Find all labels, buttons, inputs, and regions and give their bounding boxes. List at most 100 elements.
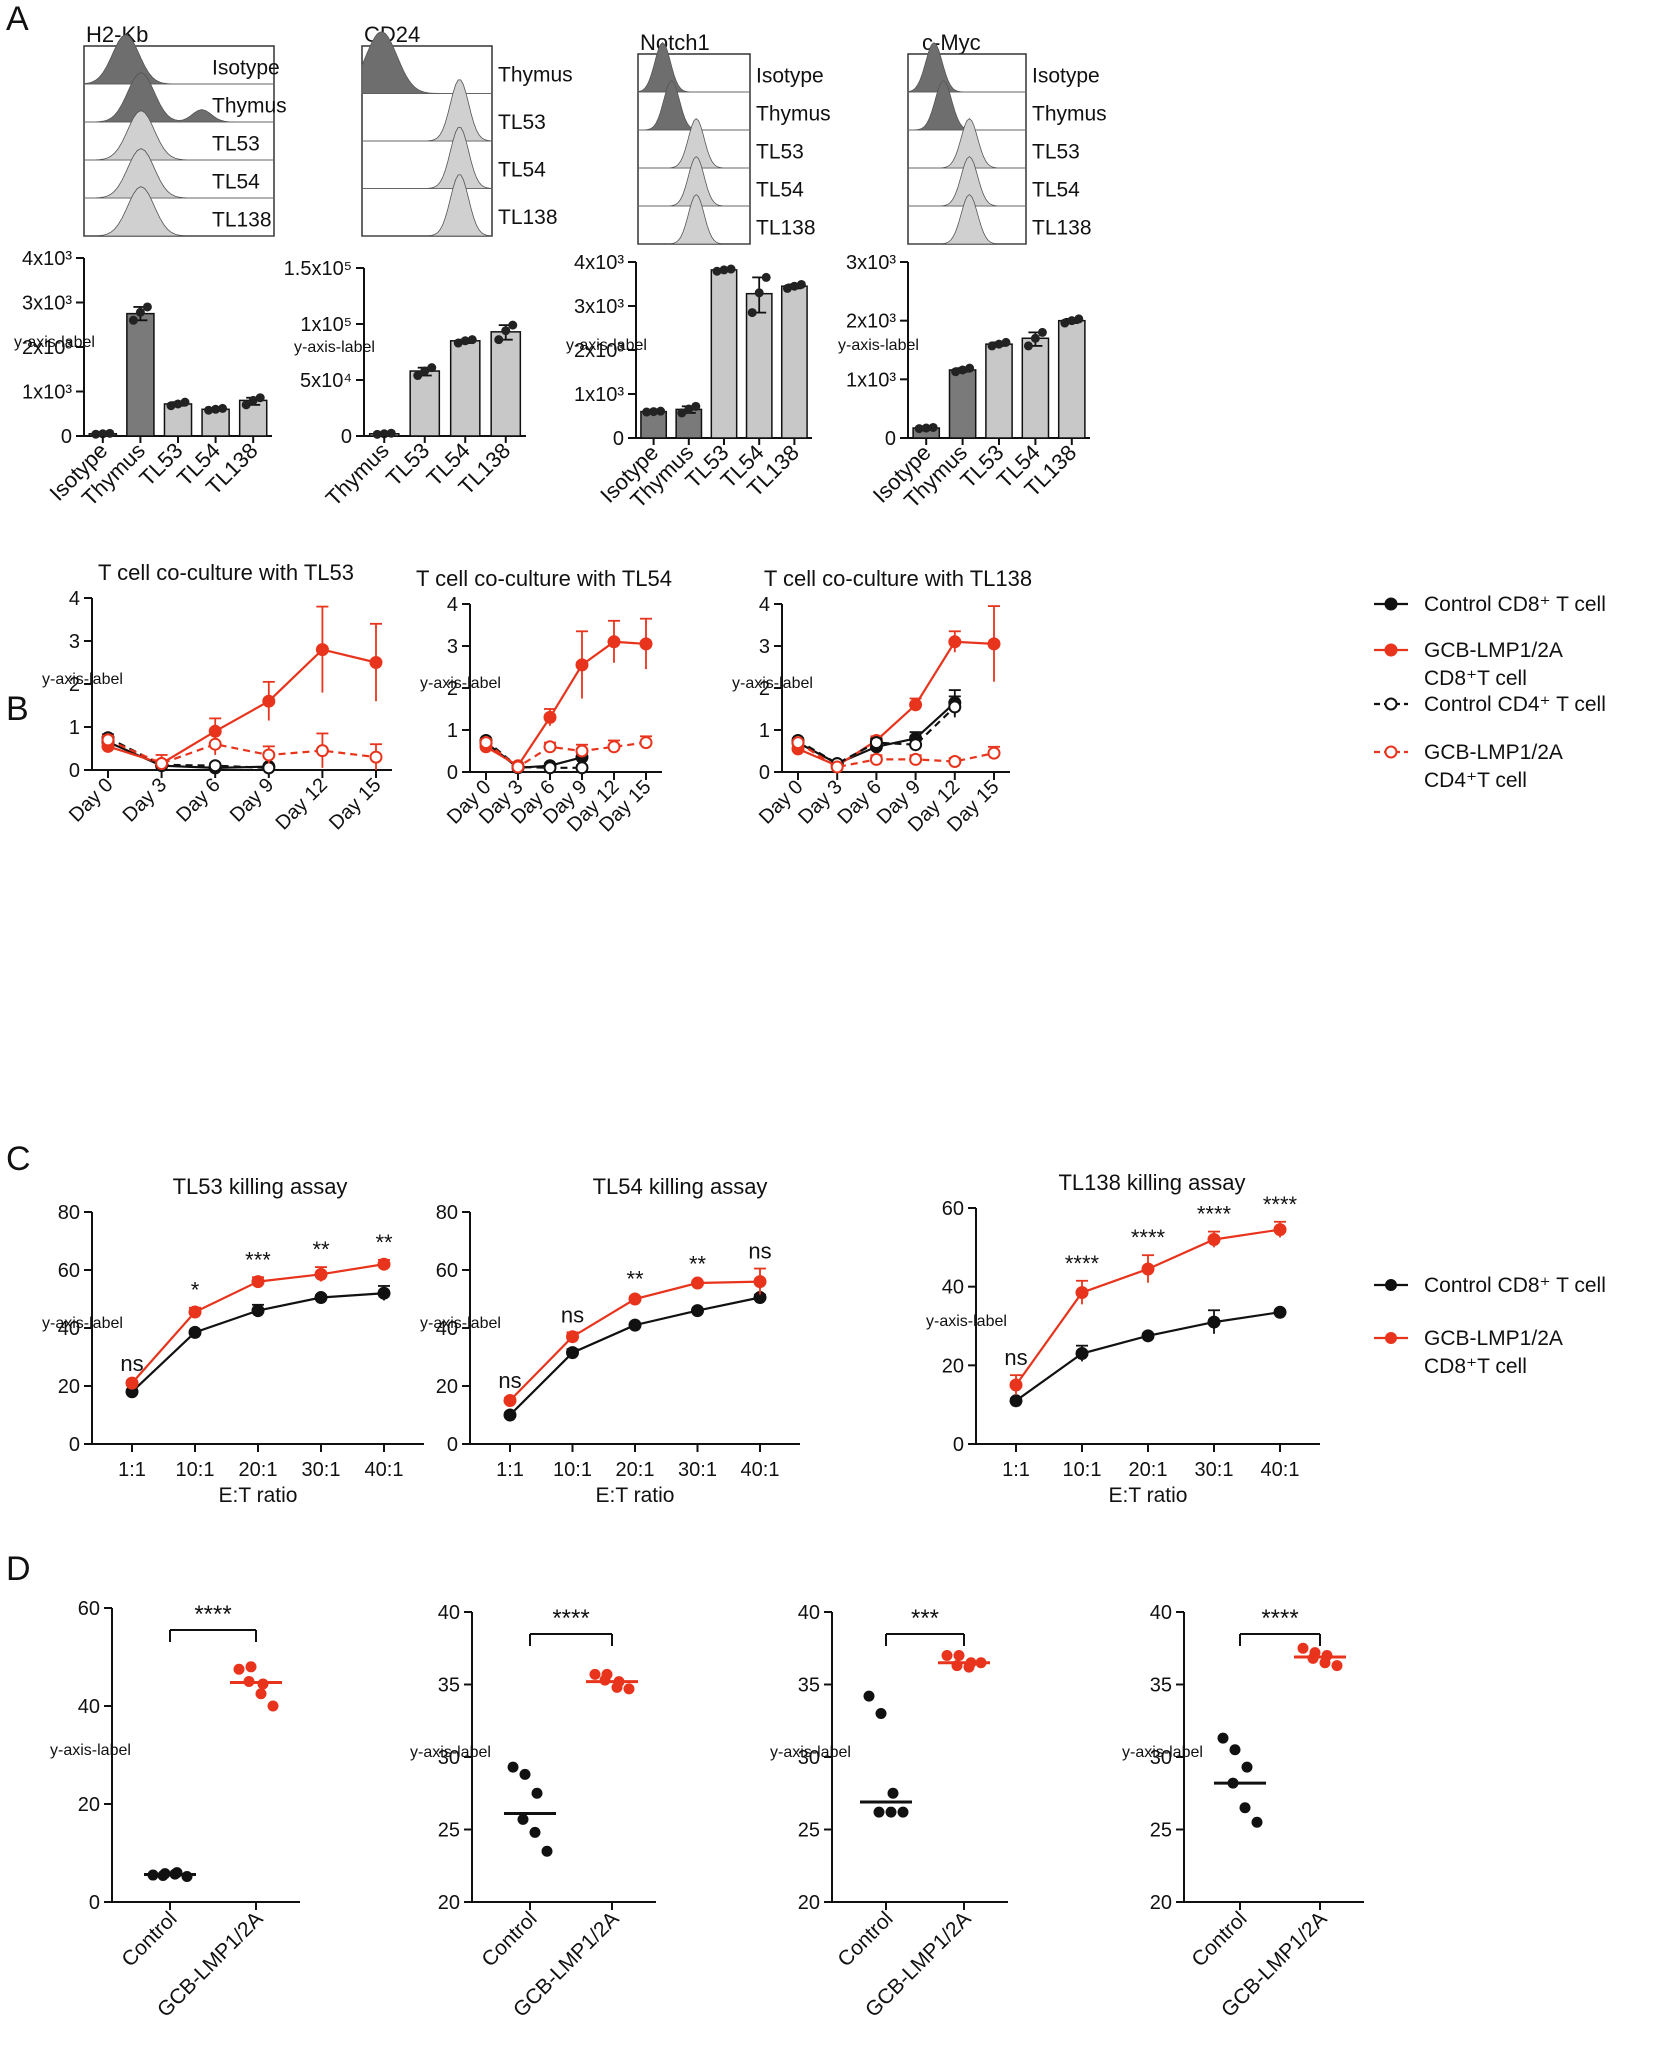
data-point <box>963 1661 975 1673</box>
data-point <box>379 429 389 439</box>
y-tick-label: 40 <box>942 1277 964 1299</box>
significance-label: **** <box>1263 1192 1298 1217</box>
data-point <box>684 404 694 414</box>
histogram-row-label: TL138 <box>756 217 816 240</box>
data-point <box>1331 1660 1343 1672</box>
legend-label: Control CD8⁺ T cell <box>1424 593 1606 616</box>
y-tick-label: 0 <box>885 428 896 450</box>
legend-marker <box>1384 745 1398 759</box>
y-tick-label: 1.5x10⁵ <box>284 258 352 280</box>
y-tick-label: 4 <box>69 588 80 610</box>
histogram-peak <box>362 174 493 237</box>
data-point <box>517 1813 529 1825</box>
y-tick-label: 3 <box>447 636 458 658</box>
x-tick-label: 30:1 <box>678 1459 717 1481</box>
y-tick-label: 1 <box>447 720 458 742</box>
significance-label: *** <box>245 1247 271 1272</box>
data-point <box>887 1787 899 1799</box>
chart-title: TL54 killing assay <box>593 1174 768 1199</box>
histogram-peak <box>84 148 274 199</box>
series-3 <box>101 732 383 771</box>
histogram-row-label: TL138 <box>212 209 272 232</box>
data-point <box>677 408 687 418</box>
[object Object]: y-axis-label <box>420 675 501 692</box>
data-point <box>494 335 504 345</box>
y-tick-label: 2x10³ <box>846 311 896 333</box>
x-tick-label: Control <box>1187 1907 1251 1971</box>
data-point <box>531 1787 543 1799</box>
y-tick-label: 35 <box>438 1675 460 1697</box>
data-point <box>166 401 176 411</box>
y-tick-label: 3 <box>759 636 770 658</box>
histogram-row-label: TL53 <box>756 141 804 164</box>
x-tick-label: 30:1 <box>1195 1459 1234 1481</box>
y-tick-label: 40 <box>1150 1602 1172 1624</box>
data-point <box>789 281 799 291</box>
bar <box>126 312 155 437</box>
x-tick-label: 20:1 <box>239 1459 278 1481</box>
panel-a-chart-A1: H2-Kb Isotype Thymus TL53 TL54 TL138 0 1x10³ 2x1… <box>22 22 287 511</box>
data-point <box>208 737 222 751</box>
significance-label: ns <box>120 1351 143 1376</box>
x-tick-label: 20:1 <box>616 1459 655 1481</box>
y-tick-label: 40 <box>436 1318 458 1340</box>
data-point <box>1023 341 1033 351</box>
data-point <box>142 302 152 312</box>
y-tick-label: 40 <box>438 1602 460 1624</box>
data-point <box>105 428 115 438</box>
histogram-peak <box>361 31 492 94</box>
histogram-peak <box>362 127 493 189</box>
x-tick-label: Control <box>833 1907 897 1971</box>
data-point <box>909 738 923 752</box>
histogram-row-label: TL53 <box>1032 141 1080 164</box>
x-axis-label: E:T ratio <box>596 1484 675 1507</box>
series-line <box>485 739 582 769</box>
significance-label: * <box>191 1278 200 1303</box>
data-point <box>125 1376 139 1390</box>
data-point <box>1207 1232 1221 1246</box>
y-tick-label: 1x10³ <box>574 384 624 406</box>
histogram-peak <box>908 118 1026 169</box>
data-point <box>691 401 701 411</box>
data-point <box>928 422 938 432</box>
data-point <box>575 744 589 758</box>
data-point <box>251 1275 265 1289</box>
significance-label: **** <box>1065 1251 1100 1276</box>
data-point <box>255 393 265 403</box>
data-point <box>830 760 844 774</box>
histogram-row-label: TL53 <box>498 111 546 134</box>
y-tick-label: 2 <box>69 674 80 696</box>
data-point <box>1319 1657 1331 1669</box>
legend-label: GCB-LMP1/2A <box>1424 639 1563 662</box>
bar-chart: 01x10³2x10³3x10³4x10³IsotypeThymusTL53TL… <box>22 248 272 511</box>
line-chart-C2: TL54 killing assay 0 20 40 60 80 1:1 10:1 20:1 30… <box>436 1174 800 1507</box>
legend-label: CD8⁺T cell <box>1424 1355 1527 1378</box>
histogram-peak <box>84 110 274 161</box>
data-point <box>607 635 621 649</box>
histogram-row-label: Thymus <box>1032 103 1107 126</box>
bar <box>1021 337 1050 439</box>
y-tick-label: 2x10³ <box>574 340 624 362</box>
chart-layer: H2-Kb Isotype Thymus TL53 TL54 TL138 0 1x10³ 2x1… <box>14 22 1606 2022</box>
series-1 <box>1009 1220 1287 1395</box>
data-point <box>1217 1732 1229 1744</box>
data-point <box>204 405 214 415</box>
histogram-peak <box>83 34 274 85</box>
series-1 <box>791 605 1001 773</box>
data-point <box>507 1761 519 1773</box>
x-tick-label: 10:1 <box>1063 1459 1102 1481</box>
data-point <box>188 1305 202 1319</box>
y-tick-label: 20 <box>798 1892 820 1914</box>
data-point <box>914 424 924 434</box>
data-point <box>91 429 101 439</box>
data-point <box>1241 1761 1253 1773</box>
x-tick-label: 20:1 <box>1129 1459 1168 1481</box>
y-tick-label: 20 <box>438 1892 460 1914</box>
series-1 <box>101 605 383 771</box>
data-point <box>101 733 115 747</box>
histogram-row-label: TL54 <box>1032 179 1080 202</box>
data-point <box>897 1806 909 1818</box>
panel-label-a: A <box>6 0 29 38</box>
